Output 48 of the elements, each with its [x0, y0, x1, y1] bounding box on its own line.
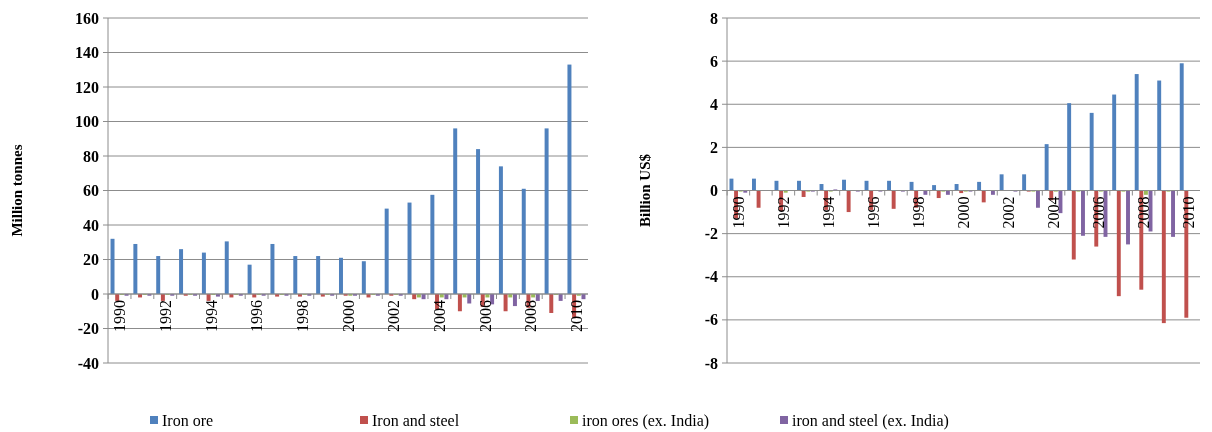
- x-tick-label: 2006: [1090, 196, 1108, 229]
- x-tick-label: 1994: [202, 300, 220, 332]
- y-tick-label: 6: [710, 52, 718, 70]
- x-tick-label: 1996: [865, 196, 883, 229]
- y-tick-label: -2: [704, 225, 718, 243]
- y-tick-label: -20: [77, 320, 99, 338]
- x-tick-label: 1998: [910, 196, 928, 229]
- x-tick-label: 1990: [111, 300, 129, 332]
- legend-label: Iron and steel: [372, 411, 460, 429]
- x-tick-label: 2010: [1180, 196, 1198, 229]
- y-axis-title: Billion US$: [637, 153, 653, 227]
- x-tick-label: 1992: [775, 196, 792, 229]
- x-tick-label: 2000: [339, 300, 357, 332]
- legend-label: iron and steel (ex. India): [792, 411, 949, 430]
- x-tick-label: 1998: [293, 300, 311, 332]
- y-tick-label: 80: [83, 147, 99, 165]
- y-tick-label: 4: [710, 95, 718, 113]
- y-tick-label: 0: [91, 285, 99, 303]
- x-tick-label: 2002: [1000, 196, 1018, 229]
- x-tick-label: 2002: [385, 300, 403, 332]
- y-tick-label: -8: [704, 354, 718, 372]
- y-tick-label: 2: [710, 138, 718, 156]
- y-tick-label: 20: [83, 251, 99, 269]
- y-tick-label: 120: [75, 78, 99, 96]
- y-axis-title: Million tonnes: [9, 144, 25, 237]
- x-tick-label: 2008: [522, 300, 540, 332]
- x-tick-label: 1996: [248, 300, 266, 332]
- y-tick-label: -4: [704, 268, 718, 286]
- x-tick-label: 1994: [820, 196, 838, 229]
- y-tick-label: 60: [83, 182, 99, 200]
- y-tick-label: 100: [75, 113, 99, 131]
- legend-label: Iron ore: [162, 411, 214, 429]
- x-tick-label: 1992: [156, 300, 174, 332]
- y-tick-label: -40: [77, 354, 99, 372]
- x-tick-label: 2004: [1045, 196, 1063, 229]
- x-tick-label: 2004: [430, 300, 448, 332]
- legend-label: iron ores (ex. India): [582, 411, 710, 430]
- x-tick-label: 2000: [955, 196, 973, 229]
- y-tick-label: 40: [83, 216, 99, 234]
- y-tick-label: 140: [75, 44, 99, 62]
- y-tick-label: 8: [710, 9, 718, 27]
- x-tick-label: 1990: [729, 196, 747, 229]
- x-tick-label: 2010: [568, 300, 586, 332]
- x-tick-label: 2006: [476, 300, 494, 332]
- y-tick-label: 160: [75, 9, 99, 27]
- x-tick-label: 2008: [1135, 196, 1153, 229]
- y-tick-label: 0: [710, 182, 718, 200]
- y-tick-label: -6: [704, 311, 718, 329]
